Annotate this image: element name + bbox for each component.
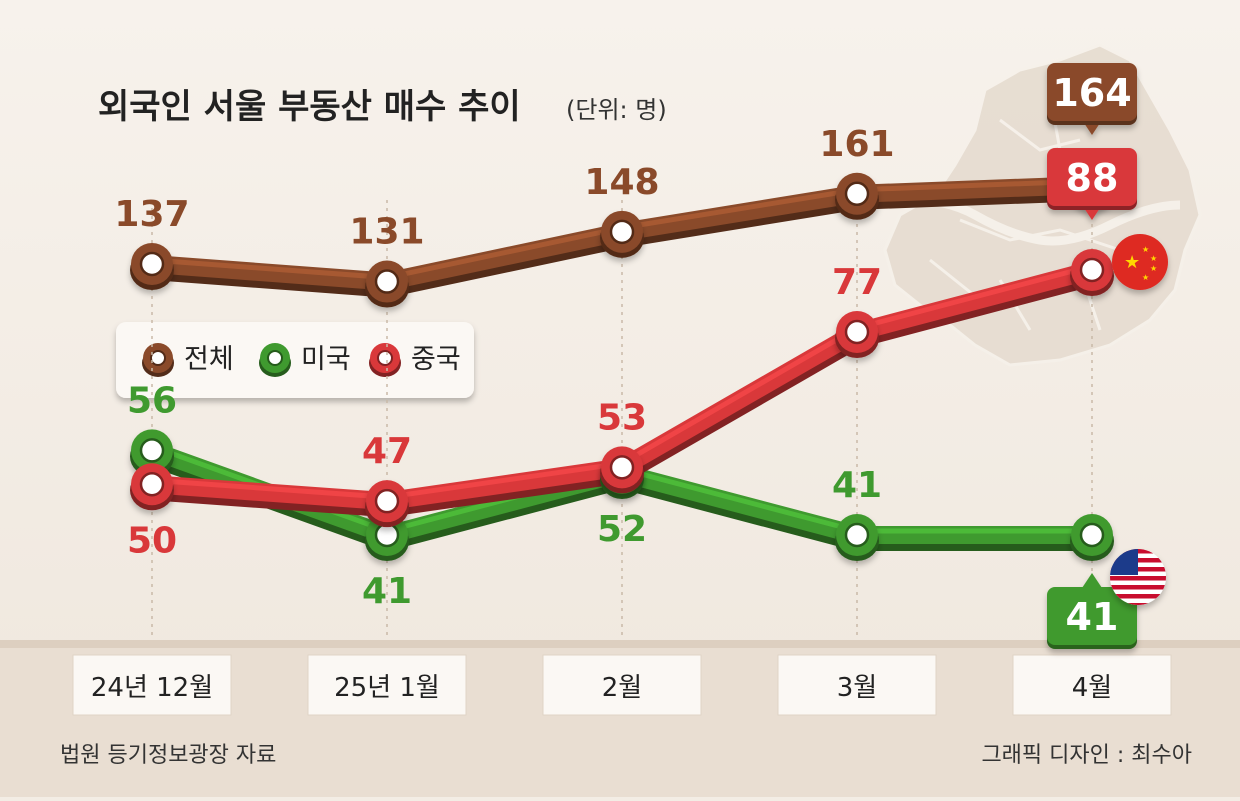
data-label-2-2: 53 [597, 397, 647, 438]
data-label-1-3: 41 [832, 465, 882, 506]
legend-label-1: 미국 [301, 344, 351, 375]
x-tick-box-2 [307, 654, 467, 716]
data-point-2-4 [1070, 249, 1114, 296]
data-point-1-3 [835, 514, 879, 561]
data-label-0-0: 137 [114, 194, 189, 235]
x-tick-box-4 [777, 654, 937, 716]
x-tick-box-1 [72, 654, 232, 716]
callout-value-2: 88 [1066, 156, 1119, 200]
legend-marker-0 [142, 343, 174, 377]
svg-text:★: ★ [1142, 245, 1149, 254]
legend-label-2: 중국 [411, 344, 461, 375]
x-tick-label-1: 24년 12월 [91, 673, 213, 703]
data-label-1-0: 56 [127, 380, 177, 421]
legend: 전체 미국 중국 [116, 322, 474, 398]
data-point-0-3 [835, 172, 879, 220]
data-point-0-2 [600, 210, 644, 258]
data-point-2-0 [130, 463, 174, 511]
x-axis-band-edge [0, 640, 1240, 648]
data-label-0-1: 131 [349, 212, 424, 253]
x-tick-label-4: 3월 [837, 673, 877, 703]
svg-text:★: ★ [1150, 254, 1157, 263]
callout-0: 164 [1047, 63, 1137, 135]
legend-marker-1 [259, 343, 291, 377]
x-tick-box-5 [1012, 654, 1172, 716]
x-tick-label-2: 25년 1월 [334, 673, 440, 703]
data-label-2-3: 77 [832, 262, 882, 303]
chart-title: 외국인 서울 부동산 매수 추이 [98, 87, 521, 127]
data-label-0-3: 161 [819, 124, 894, 165]
callout-1: 41 [1047, 573, 1137, 649]
credit-note: 그래픽 디자인 : 최수아 [981, 743, 1192, 768]
usa-flag-icon [1110, 549, 1166, 605]
data-point-0-1 [365, 260, 409, 308]
legend-label-0: 전체 [184, 344, 234, 375]
data-label-1-1: 41 [362, 571, 412, 612]
china-flag-icon: ★ ★ ★ ★ ★ [1112, 234, 1168, 290]
data-label-0-2: 148 [584, 162, 659, 203]
data-label-2-0: 50 [127, 520, 177, 561]
data-point-1-4 [1070, 514, 1114, 561]
callout-value-1: 41 [1066, 595, 1119, 639]
data-label-1-2: 52 [597, 509, 647, 550]
chart-unit: (단위: 명) [566, 96, 667, 124]
legend-box [116, 322, 474, 398]
x-tick-label-3: 2월 [602, 673, 642, 703]
x-tick-box-3 [542, 654, 702, 716]
x-tick-label-5: 4월 [1072, 673, 1112, 703]
data-point-2-2 [600, 446, 644, 494]
source-note: 법원 등기정보광장 자료 [60, 743, 276, 768]
svg-text:★: ★ [1124, 252, 1140, 273]
svg-text:★: ★ [1150, 264, 1157, 273]
data-point-2-1 [365, 480, 409, 528]
callout-value-0: 164 [1052, 71, 1131, 115]
callout-2: 88 [1047, 148, 1137, 220]
data-label-2-1: 47 [362, 431, 412, 472]
svg-text:★: ★ [1142, 273, 1149, 282]
legend-marker-2 [369, 343, 401, 377]
data-point-2-3 [835, 311, 879, 359]
data-point-0-0 [130, 243, 174, 290]
